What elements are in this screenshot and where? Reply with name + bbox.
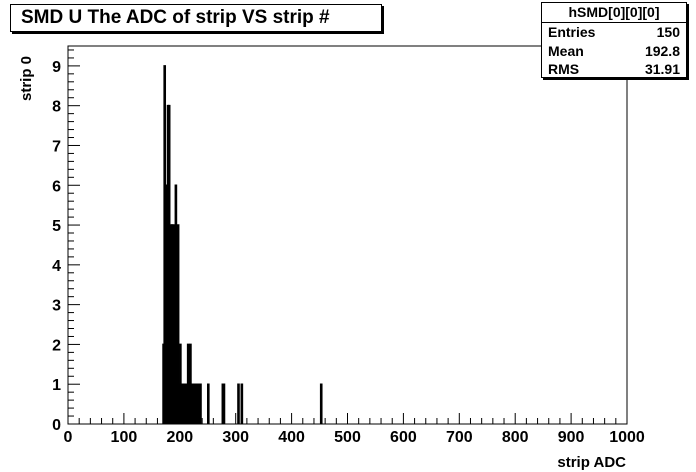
y-tick-label: 4	[52, 258, 61, 275]
y-tick-label: 7	[52, 138, 61, 155]
stats-label: Entries	[548, 24, 596, 40]
x-tick-label: 700	[446, 429, 473, 446]
y-tick-label: 8	[52, 99, 61, 116]
chart-title: SMD U The ADC of strip VS strip #	[10, 4, 382, 32]
x-tick-label: 0	[64, 429, 73, 446]
y-tick-label: 3	[52, 298, 61, 315]
histogram-bin	[184, 383, 188, 424]
y-tick-label: 6	[52, 178, 61, 195]
x-tick-label: 600	[390, 429, 417, 446]
stats-row-entries: Entries 150	[542, 23, 686, 42]
x-axis-label: strip ADC	[557, 454, 626, 471]
y-axis-label: strip 0	[18, 56, 35, 101]
histogram-bin	[192, 383, 196, 424]
stats-label: RMS	[548, 61, 580, 77]
histogram-bin	[174, 184, 178, 424]
y-tick-label: 0	[52, 417, 61, 434]
stats-row-rms: RMS 31.91	[542, 60, 686, 79]
histogram-bin	[196, 383, 200, 424]
x-tick-label: 500	[334, 429, 361, 446]
x-tick-label: 800	[502, 429, 529, 446]
histogram-bin	[222, 383, 226, 424]
x-tick-label: 200	[166, 429, 193, 446]
histogram-bin	[163, 65, 167, 424]
stats-row-mean: Mean 192.8	[542, 42, 686, 61]
x-tick-label: 300	[222, 429, 249, 446]
x-tick-label: 900	[558, 429, 585, 446]
histogram-bin	[207, 383, 210, 424]
histogram-bin	[190, 383, 193, 424]
histogram-bin	[176, 224, 180, 424]
histogram-series	[162, 65, 323, 424]
stats-value: 192.8	[644, 42, 680, 59]
y-tick-label: 1	[52, 377, 61, 394]
x-tick-label: 400	[278, 429, 305, 446]
histogram-bin	[194, 383, 198, 424]
stats-label: Mean	[548, 42, 584, 59]
histogram-bin	[319, 383, 323, 424]
stats-value: 150	[656, 24, 680, 40]
y-axis-ticks: 0 1 2 3 4 5 6 7 8 9	[52, 49, 80, 434]
x-axis-ticks: 0 100 200 300 400 500 600 700 800 900 1000	[64, 413, 645, 446]
histogram-bin	[199, 383, 202, 424]
stats-box: hSMD[0][0][0] Entries 150 Mean 192.8 RMS…	[541, 2, 687, 78]
y-tick-label: 9	[52, 59, 61, 76]
histogram-bin	[167, 104, 171, 424]
x-tick-label: 1000	[609, 429, 645, 446]
y-tick-label: 2	[52, 337, 61, 354]
y-tick-label: 5	[52, 218, 61, 235]
x-tick-label: 100	[111, 429, 138, 446]
histogram-bin	[182, 383, 186, 424]
histogram-bin	[240, 383, 244, 424]
histogram-bin	[237, 383, 240, 424]
stats-name: hSMD[0][0][0]	[542, 3, 686, 23]
histogram-bin	[186, 343, 190, 424]
plot-frame	[67, 45, 628, 425]
stats-value: 31.91	[644, 61, 680, 77]
